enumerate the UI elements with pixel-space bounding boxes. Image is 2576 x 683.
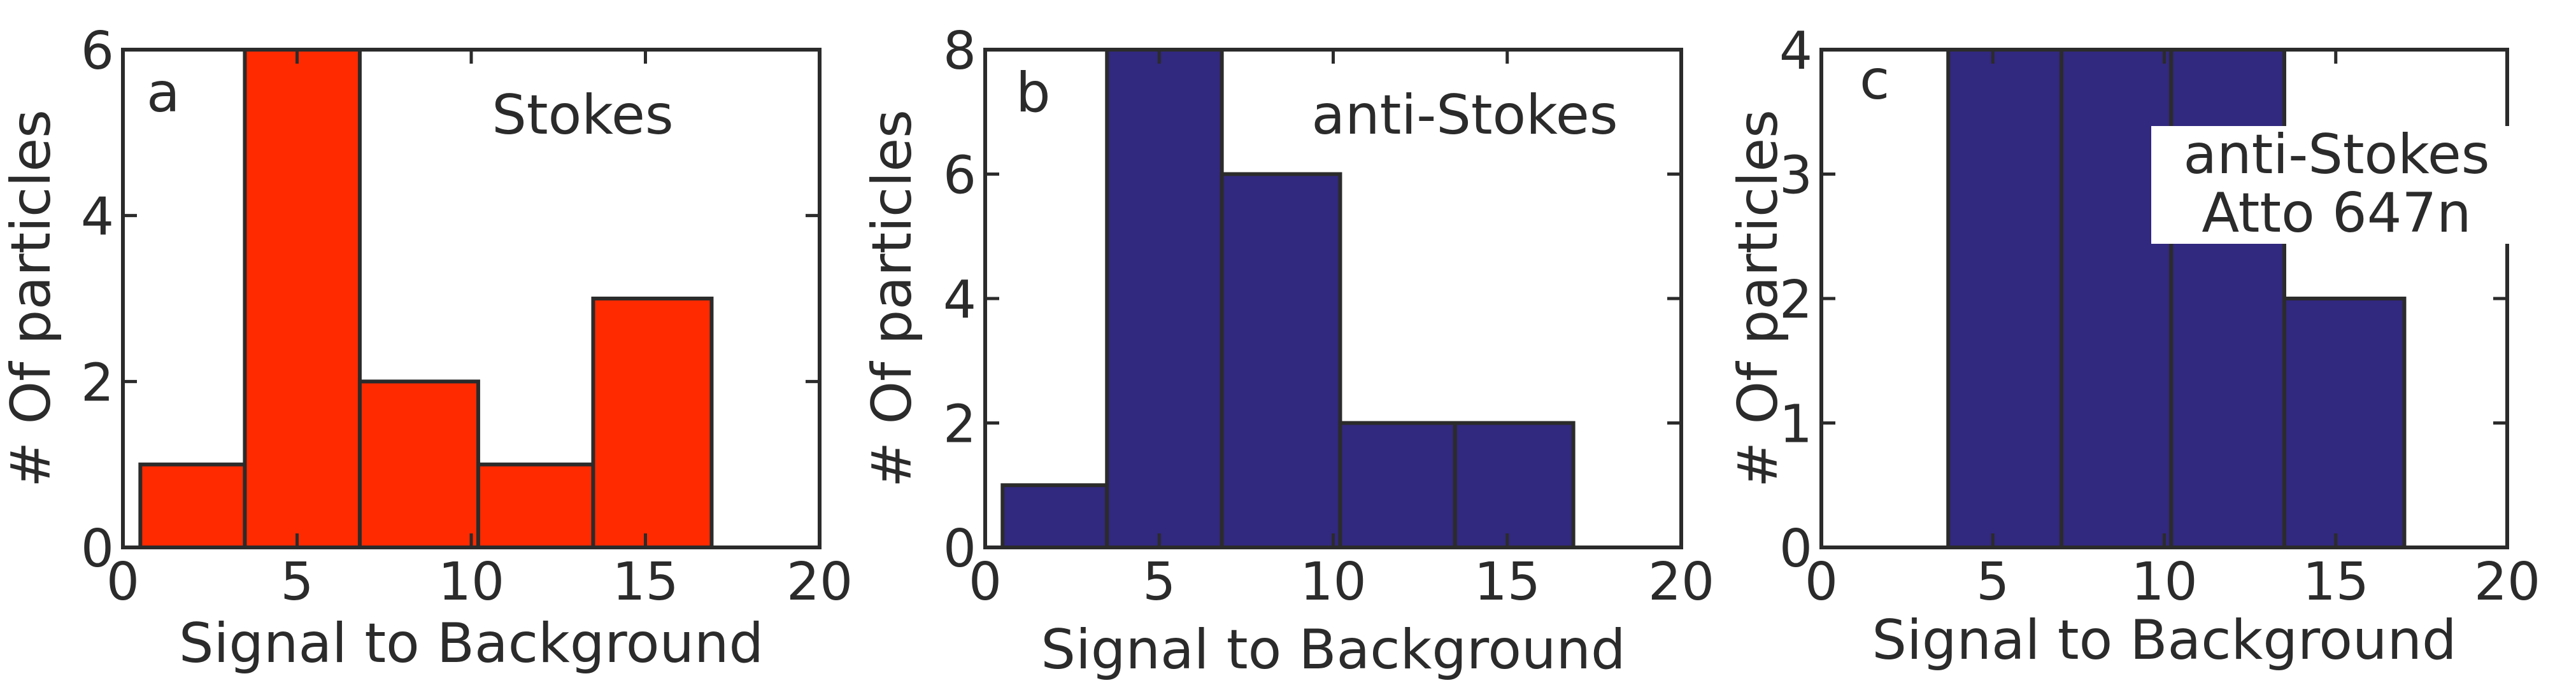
x-tick-label: 15 [612,552,678,612]
x-tick-label: 5 [1976,552,2009,612]
histogram-bar [2282,297,2407,549]
x-axis-label: Signal to Background [1872,609,2456,672]
y-tick-label: 0 [81,519,114,579]
x-tick-label: 15 [2303,552,2369,612]
histogram-bar [138,462,247,550]
x-tick-label: 10 [438,552,504,612]
annotation-label: anti-Stokes [2183,123,2489,187]
x-tick-label: 20 [786,552,853,612]
y-tick-label: 1 [1779,395,1812,455]
histogram-bar [591,297,714,549]
x-tick-label: 10 [2131,552,2197,612]
y-tick-label: 2 [81,353,114,413]
y-tick-label: 4 [81,187,114,248]
x-tick-label: 0 [969,552,1002,612]
annotation-label: Atto 647n [2202,181,2471,245]
x-tick-label: 5 [280,552,313,612]
x-tick-label: 5 [1142,552,1176,612]
annotation-label: anti-Stokes [1311,83,1618,147]
y-tick-label: 4 [1779,21,1812,81]
x-tick-label: 15 [1474,552,1541,612]
x-axis-label: Signal to Background [179,612,764,675]
x-tick-label: 10 [1300,552,1366,612]
y-tick-label: 4 [943,270,976,330]
y-tick-label: 3 [1779,146,1812,206]
histogram-bar [1946,48,2063,549]
y-axis-label: # Of particles [1726,109,1790,488]
histogram-bar [1453,421,1576,549]
panel-letter: c [1860,48,1889,112]
histogram-bar [243,48,362,549]
histogram-bar [1338,421,1457,549]
chart-panel-a: 0 5 10 15 20 0 2 4 6 Signal to Background # Of par… [0,21,853,675]
histogram-bar [1220,172,1342,549]
histogram-bar [357,379,480,549]
x-tick-label: 0 [1805,552,1838,612]
panel-letter: b [1016,61,1051,125]
histogram-bar [1000,483,1109,549]
histogram-bar [1105,48,1224,549]
x-tick-label: 0 [106,552,139,612]
y-tick-label: 0 [943,519,976,579]
y-axis-label: # Of particles [860,109,924,488]
chart-panel-b: 0 5 10 15 20 0 2 4 6 8 Signal to Background # Of pa… [860,21,1714,682]
annotation-background [2151,126,2522,244]
histogram-bar [476,462,595,550]
y-axis-label: # Of particles [0,109,63,488]
x-tick-label: 20 [2474,552,2540,612]
y-tick-label: 8 [943,21,976,81]
y-tick-label: 2 [1779,270,1812,330]
y-tick-label: 6 [943,146,976,206]
chart-panel-c: 0 5 10 15 20 0 1 2 3 4 Signal to Background # Of pa… [1726,21,2540,672]
panel-letter: a [146,61,180,125]
histogram-bar [2059,48,2174,549]
x-axis-label: Signal to Background [1041,618,1625,682]
annotation-label: Stokes [492,83,673,147]
x-tick-label: 20 [1648,552,1714,612]
y-tick-label: 2 [943,395,976,455]
y-tick-label: 0 [1779,519,1812,579]
y-tick-label: 6 [81,21,114,81]
